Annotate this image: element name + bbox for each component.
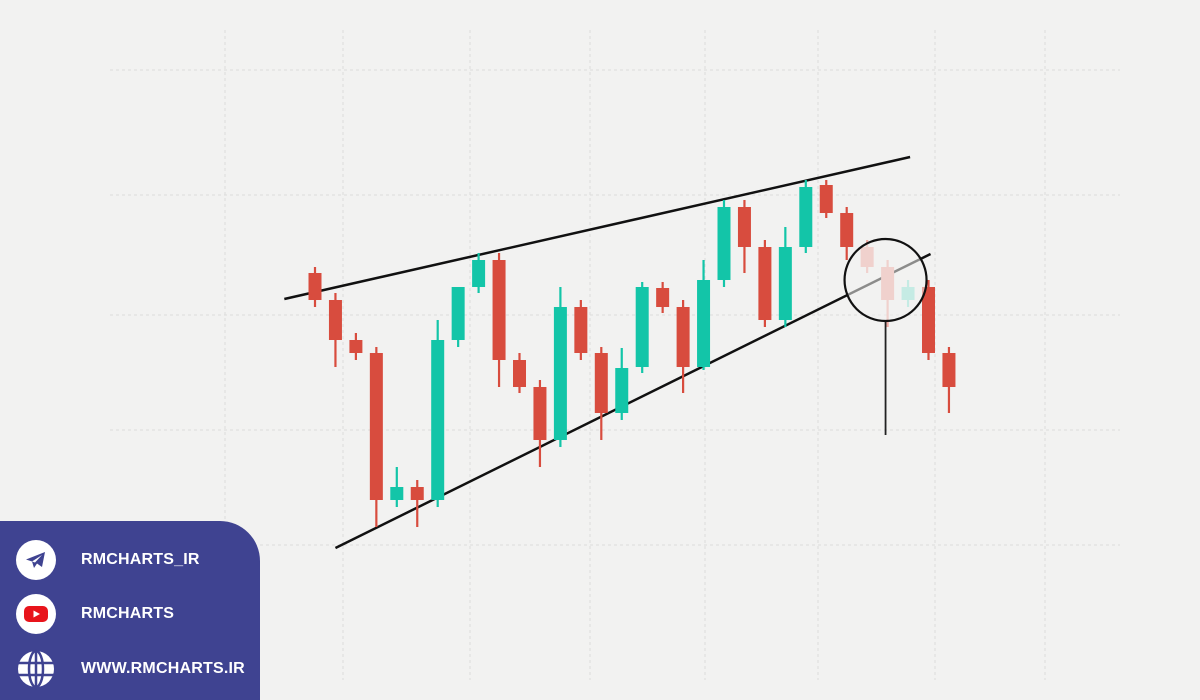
candle-body [635,287,649,367]
candle-body [697,280,711,367]
telegram-link[interactable]: RMCHARTS_IR [16,540,200,580]
trendline-resistance [284,155,911,301]
youtube-icon [16,594,56,634]
candle-body [615,368,629,413]
candle-body [410,487,424,500]
candle-body [533,387,547,440]
telegram-icon [16,540,56,580]
candle-body [472,260,486,287]
social-panel: RMCHARTS_IR RMCHARTS WWW.RMCHARTS.IR [0,521,260,700]
website-link[interactable]: WWW.RMCHARTS.IR [16,649,245,689]
telegram-label: RMCHARTS_IR [81,551,200,568]
breakout-circle [843,237,928,323]
candle-body [819,185,833,213]
candle-body [758,247,772,320]
candle-body [942,353,956,387]
candle-body [451,287,465,340]
candle-body [349,340,363,353]
trendline-support [334,252,932,550]
candle-body [308,273,322,300]
candle-body [840,213,854,247]
candle-body [656,288,670,307]
candle-body [513,360,526,387]
candle-body [492,260,506,360]
candle-body [717,207,731,280]
candle-body [553,307,567,440]
candle-body [778,247,792,320]
candle-body [676,307,690,367]
candle-body [431,340,445,500]
candle-body [594,353,608,413]
candle-body [369,353,383,500]
website-label: WWW.RMCHARTS.IR [81,660,245,677]
globe-icon [16,649,56,689]
candle-body [328,300,342,340]
candle-body [922,287,935,353]
youtube-label: RMCHARTS [81,605,175,622]
candle-body [390,487,404,500]
candle-body [799,187,813,247]
youtube-link[interactable]: RMCHARTS [16,594,174,634]
candle-body [574,307,588,353]
candle-body [737,207,751,247]
